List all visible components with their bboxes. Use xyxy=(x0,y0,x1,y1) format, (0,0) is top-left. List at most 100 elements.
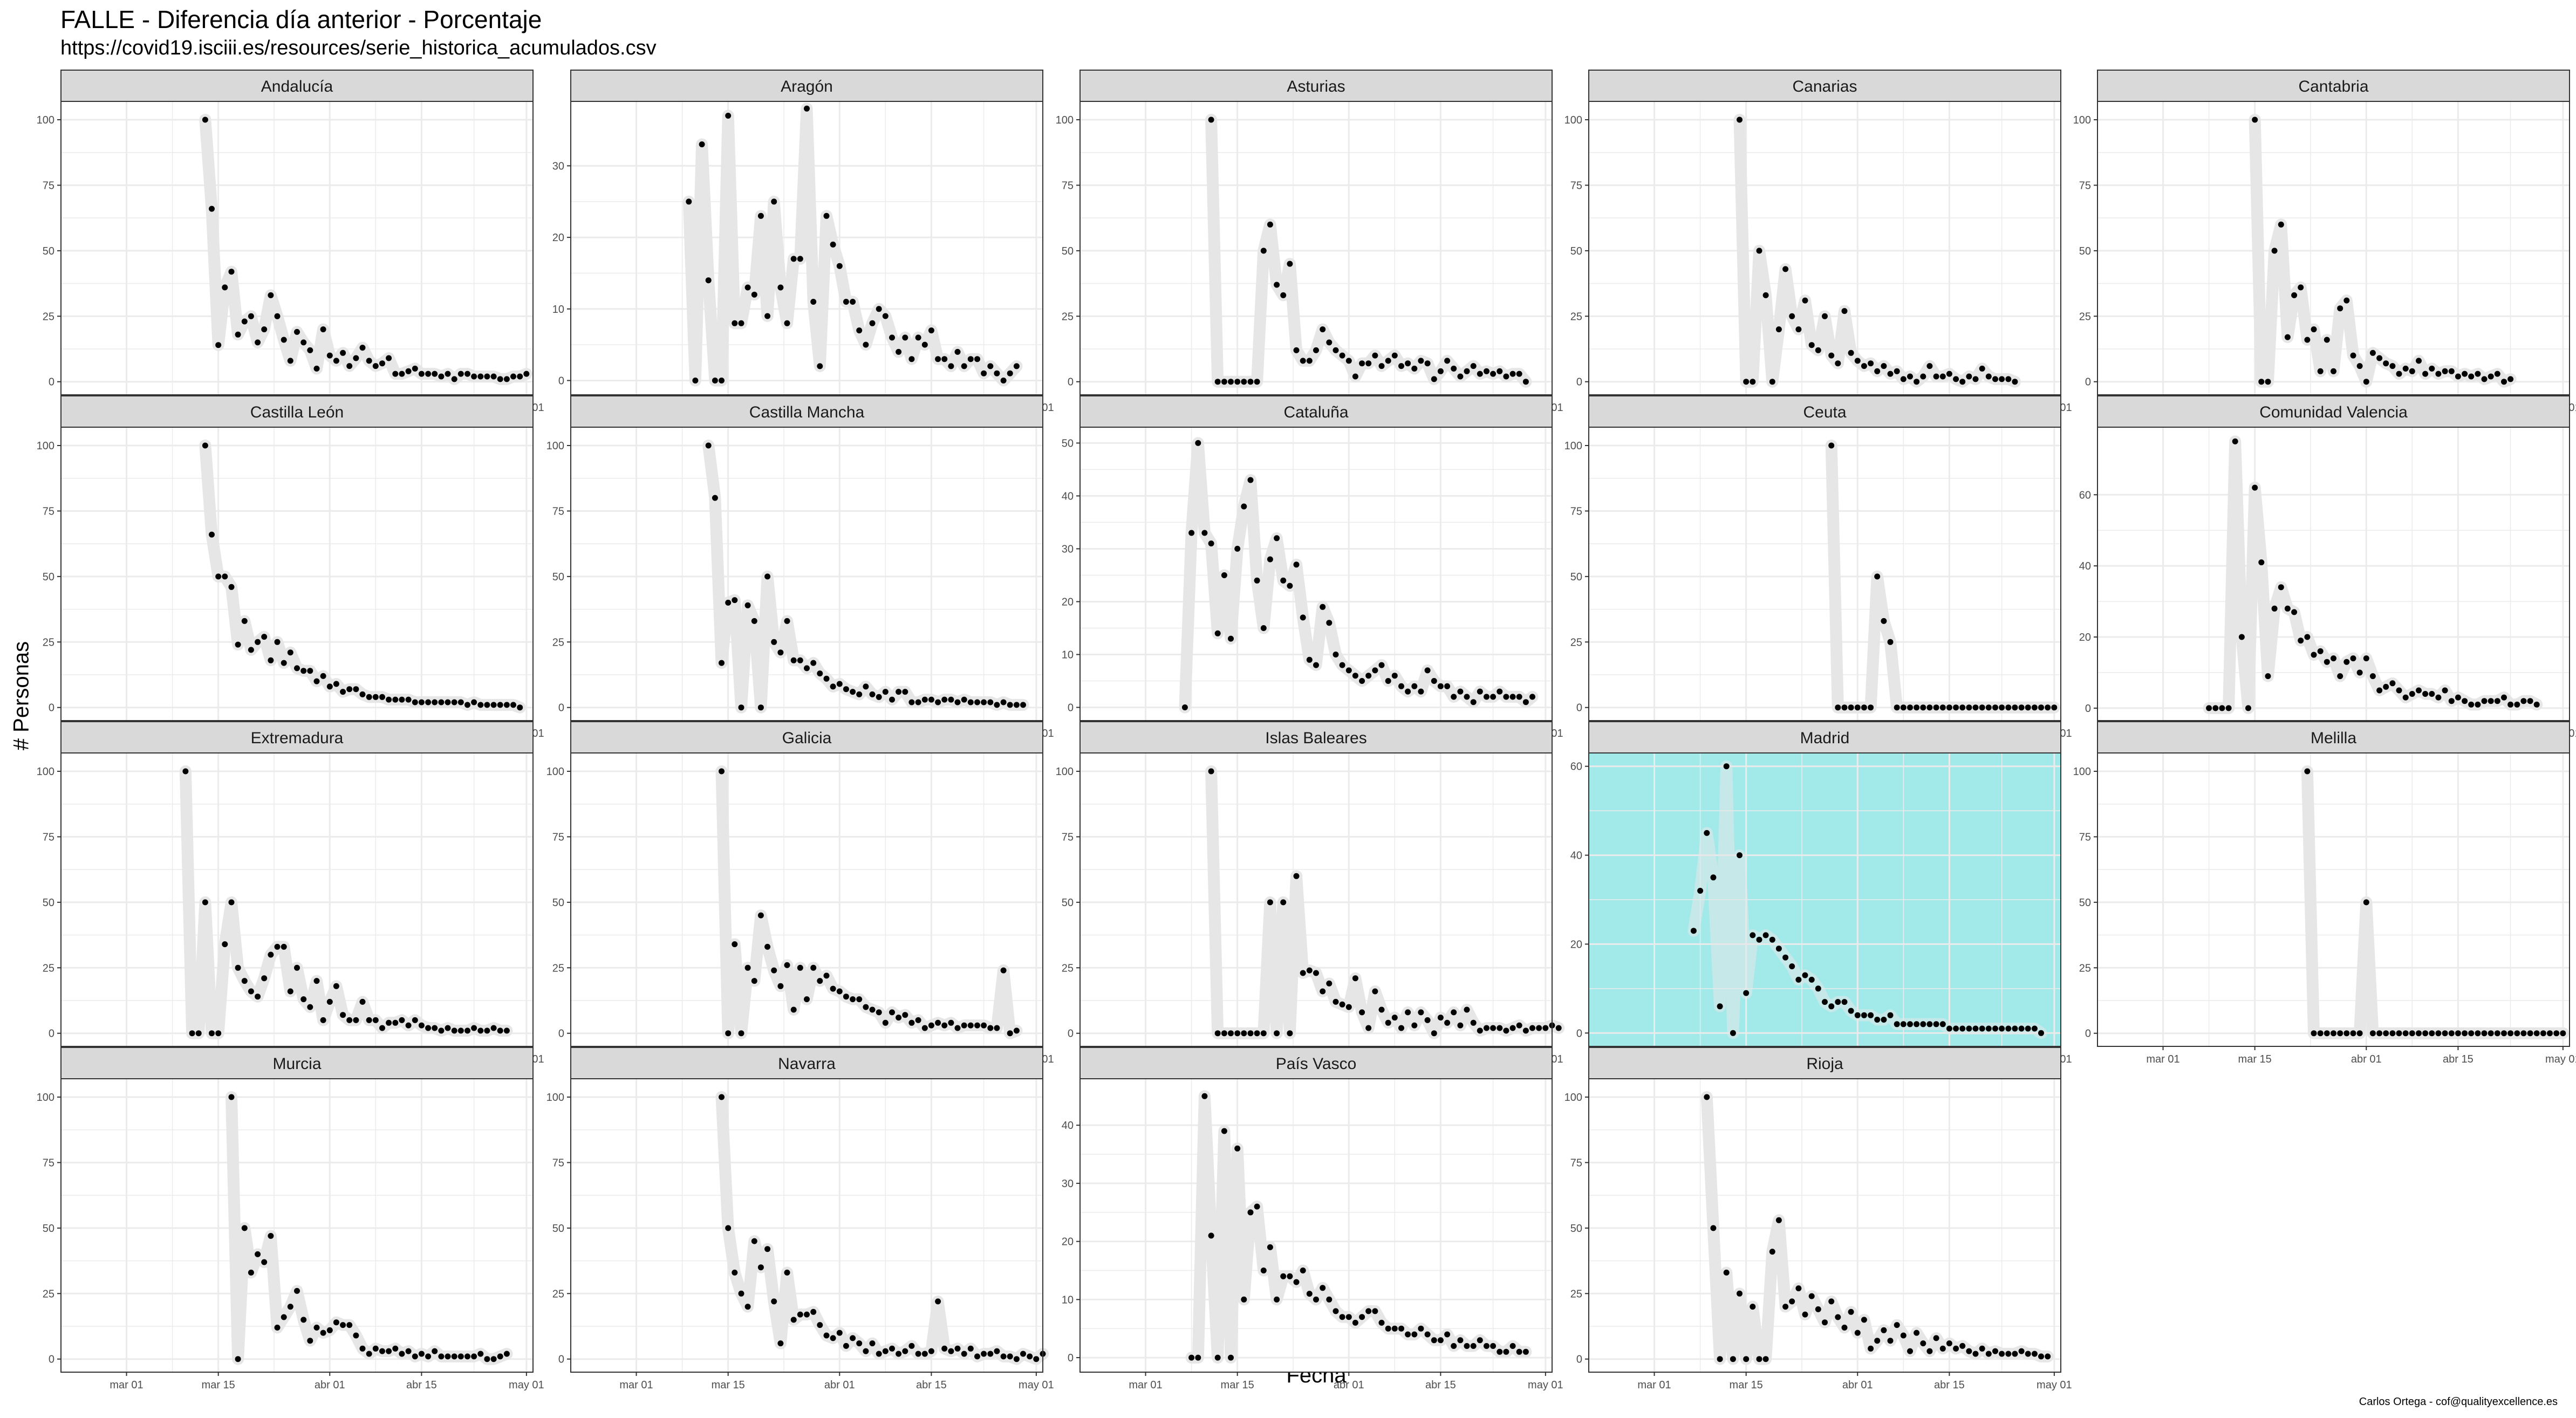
data-point xyxy=(1020,702,1026,708)
data-point xyxy=(889,696,895,703)
data-point xyxy=(1313,662,1319,668)
data-point xyxy=(744,964,751,971)
data-point xyxy=(1972,1025,1979,1032)
data-point xyxy=(2311,326,2317,333)
data-point xyxy=(268,1232,274,1239)
data-point xyxy=(1306,967,1313,974)
data-point xyxy=(1848,704,1854,711)
data-point xyxy=(2376,1030,2383,1037)
y-tick-label: 25 xyxy=(552,636,564,648)
panel-border xyxy=(1079,427,1553,721)
data-point xyxy=(2501,1030,2507,1037)
data-point xyxy=(510,702,516,708)
data-point xyxy=(457,699,464,705)
data-point xyxy=(386,1348,392,1354)
data-point xyxy=(1887,639,1894,645)
data-point xyxy=(418,1022,425,1029)
data-point xyxy=(1214,1354,1221,1361)
data-point xyxy=(1914,1330,1920,1336)
data-point xyxy=(1920,1021,1926,1027)
data-point xyxy=(948,363,954,369)
data-point xyxy=(1920,704,1926,711)
panel-strip-label: Extremadura xyxy=(251,729,344,747)
data-point xyxy=(432,371,438,377)
panel-background xyxy=(1080,1079,1552,1372)
y-tick-label: 50 xyxy=(1062,897,1074,909)
data-point xyxy=(1405,688,1411,695)
data-point xyxy=(1418,1009,1424,1016)
data-point xyxy=(902,1348,908,1354)
data-point xyxy=(2206,705,2212,711)
data-point xyxy=(1451,694,1457,700)
data-point xyxy=(1730,1356,1736,1362)
data-point xyxy=(1907,704,1913,711)
data-point xyxy=(1464,694,1470,700)
data-point xyxy=(490,702,497,708)
data-point xyxy=(1333,998,1339,1005)
data-point xyxy=(1490,1343,1497,1349)
y-tick-label: 10 xyxy=(552,304,564,316)
data-point xyxy=(523,371,530,377)
data-point xyxy=(1391,1325,1398,1332)
data-point xyxy=(287,988,293,995)
data-point xyxy=(1775,326,1782,333)
data-point xyxy=(307,1338,313,1344)
y-tick-label: 25 xyxy=(552,1288,564,1300)
data-point xyxy=(353,1017,359,1023)
data-point xyxy=(1260,1268,1267,1273)
y-tick-label: 25 xyxy=(43,1288,54,1300)
data-point xyxy=(771,1298,777,1305)
data-point xyxy=(797,1311,803,1318)
data-point xyxy=(1333,1308,1339,1314)
data-point xyxy=(974,1353,980,1360)
data-point xyxy=(921,696,928,703)
data-point xyxy=(1900,376,1907,382)
data-point xyxy=(2389,680,2396,687)
data-point xyxy=(340,350,346,356)
data-point xyxy=(2291,609,2298,615)
data-point xyxy=(1769,936,1775,943)
data-point xyxy=(451,1353,457,1360)
data-point xyxy=(1966,1025,1972,1032)
data-point xyxy=(830,1335,836,1341)
data-point xyxy=(2416,358,2422,364)
data-point xyxy=(810,1309,817,1315)
data-point xyxy=(2005,704,2012,711)
data-point xyxy=(1320,604,1326,610)
data-point xyxy=(790,1006,797,1013)
y-tick-label: 50 xyxy=(43,571,54,583)
data-point xyxy=(2337,305,2343,312)
data-point xyxy=(1815,347,1821,353)
data-point xyxy=(863,683,869,690)
data-point xyxy=(418,371,425,377)
data-point xyxy=(1280,899,1287,906)
data-point xyxy=(2363,899,2369,906)
data-point xyxy=(921,1351,928,1357)
data-point xyxy=(1959,704,1966,711)
data-point xyxy=(1985,373,1992,380)
panel-border xyxy=(1588,752,2061,1047)
y-tick-label: 0 xyxy=(1576,1354,1582,1366)
data-point xyxy=(255,994,261,1000)
panel-strip-label: Ceuta xyxy=(1803,403,1846,421)
x-tick-label: abr 01 xyxy=(1334,1379,1364,1391)
data-point xyxy=(2462,1030,2468,1037)
data-point xyxy=(1287,261,1293,267)
data-point xyxy=(751,291,757,298)
data-point xyxy=(1365,1308,1372,1314)
panel-border xyxy=(1588,1078,2061,1373)
data-point xyxy=(2324,1030,2330,1037)
data-point xyxy=(1503,373,1509,380)
data-point xyxy=(1195,1354,1201,1361)
data-point xyxy=(915,1017,921,1023)
data-point xyxy=(281,337,287,343)
data-point xyxy=(2507,701,2514,708)
data-point xyxy=(2422,371,2429,377)
data-point xyxy=(1979,365,1985,372)
y-tick-label: 100 xyxy=(1056,766,1074,778)
data-point xyxy=(1470,699,1477,705)
data-point xyxy=(484,1027,490,1034)
data-point xyxy=(882,1019,889,1026)
data-point xyxy=(1320,1285,1326,1291)
